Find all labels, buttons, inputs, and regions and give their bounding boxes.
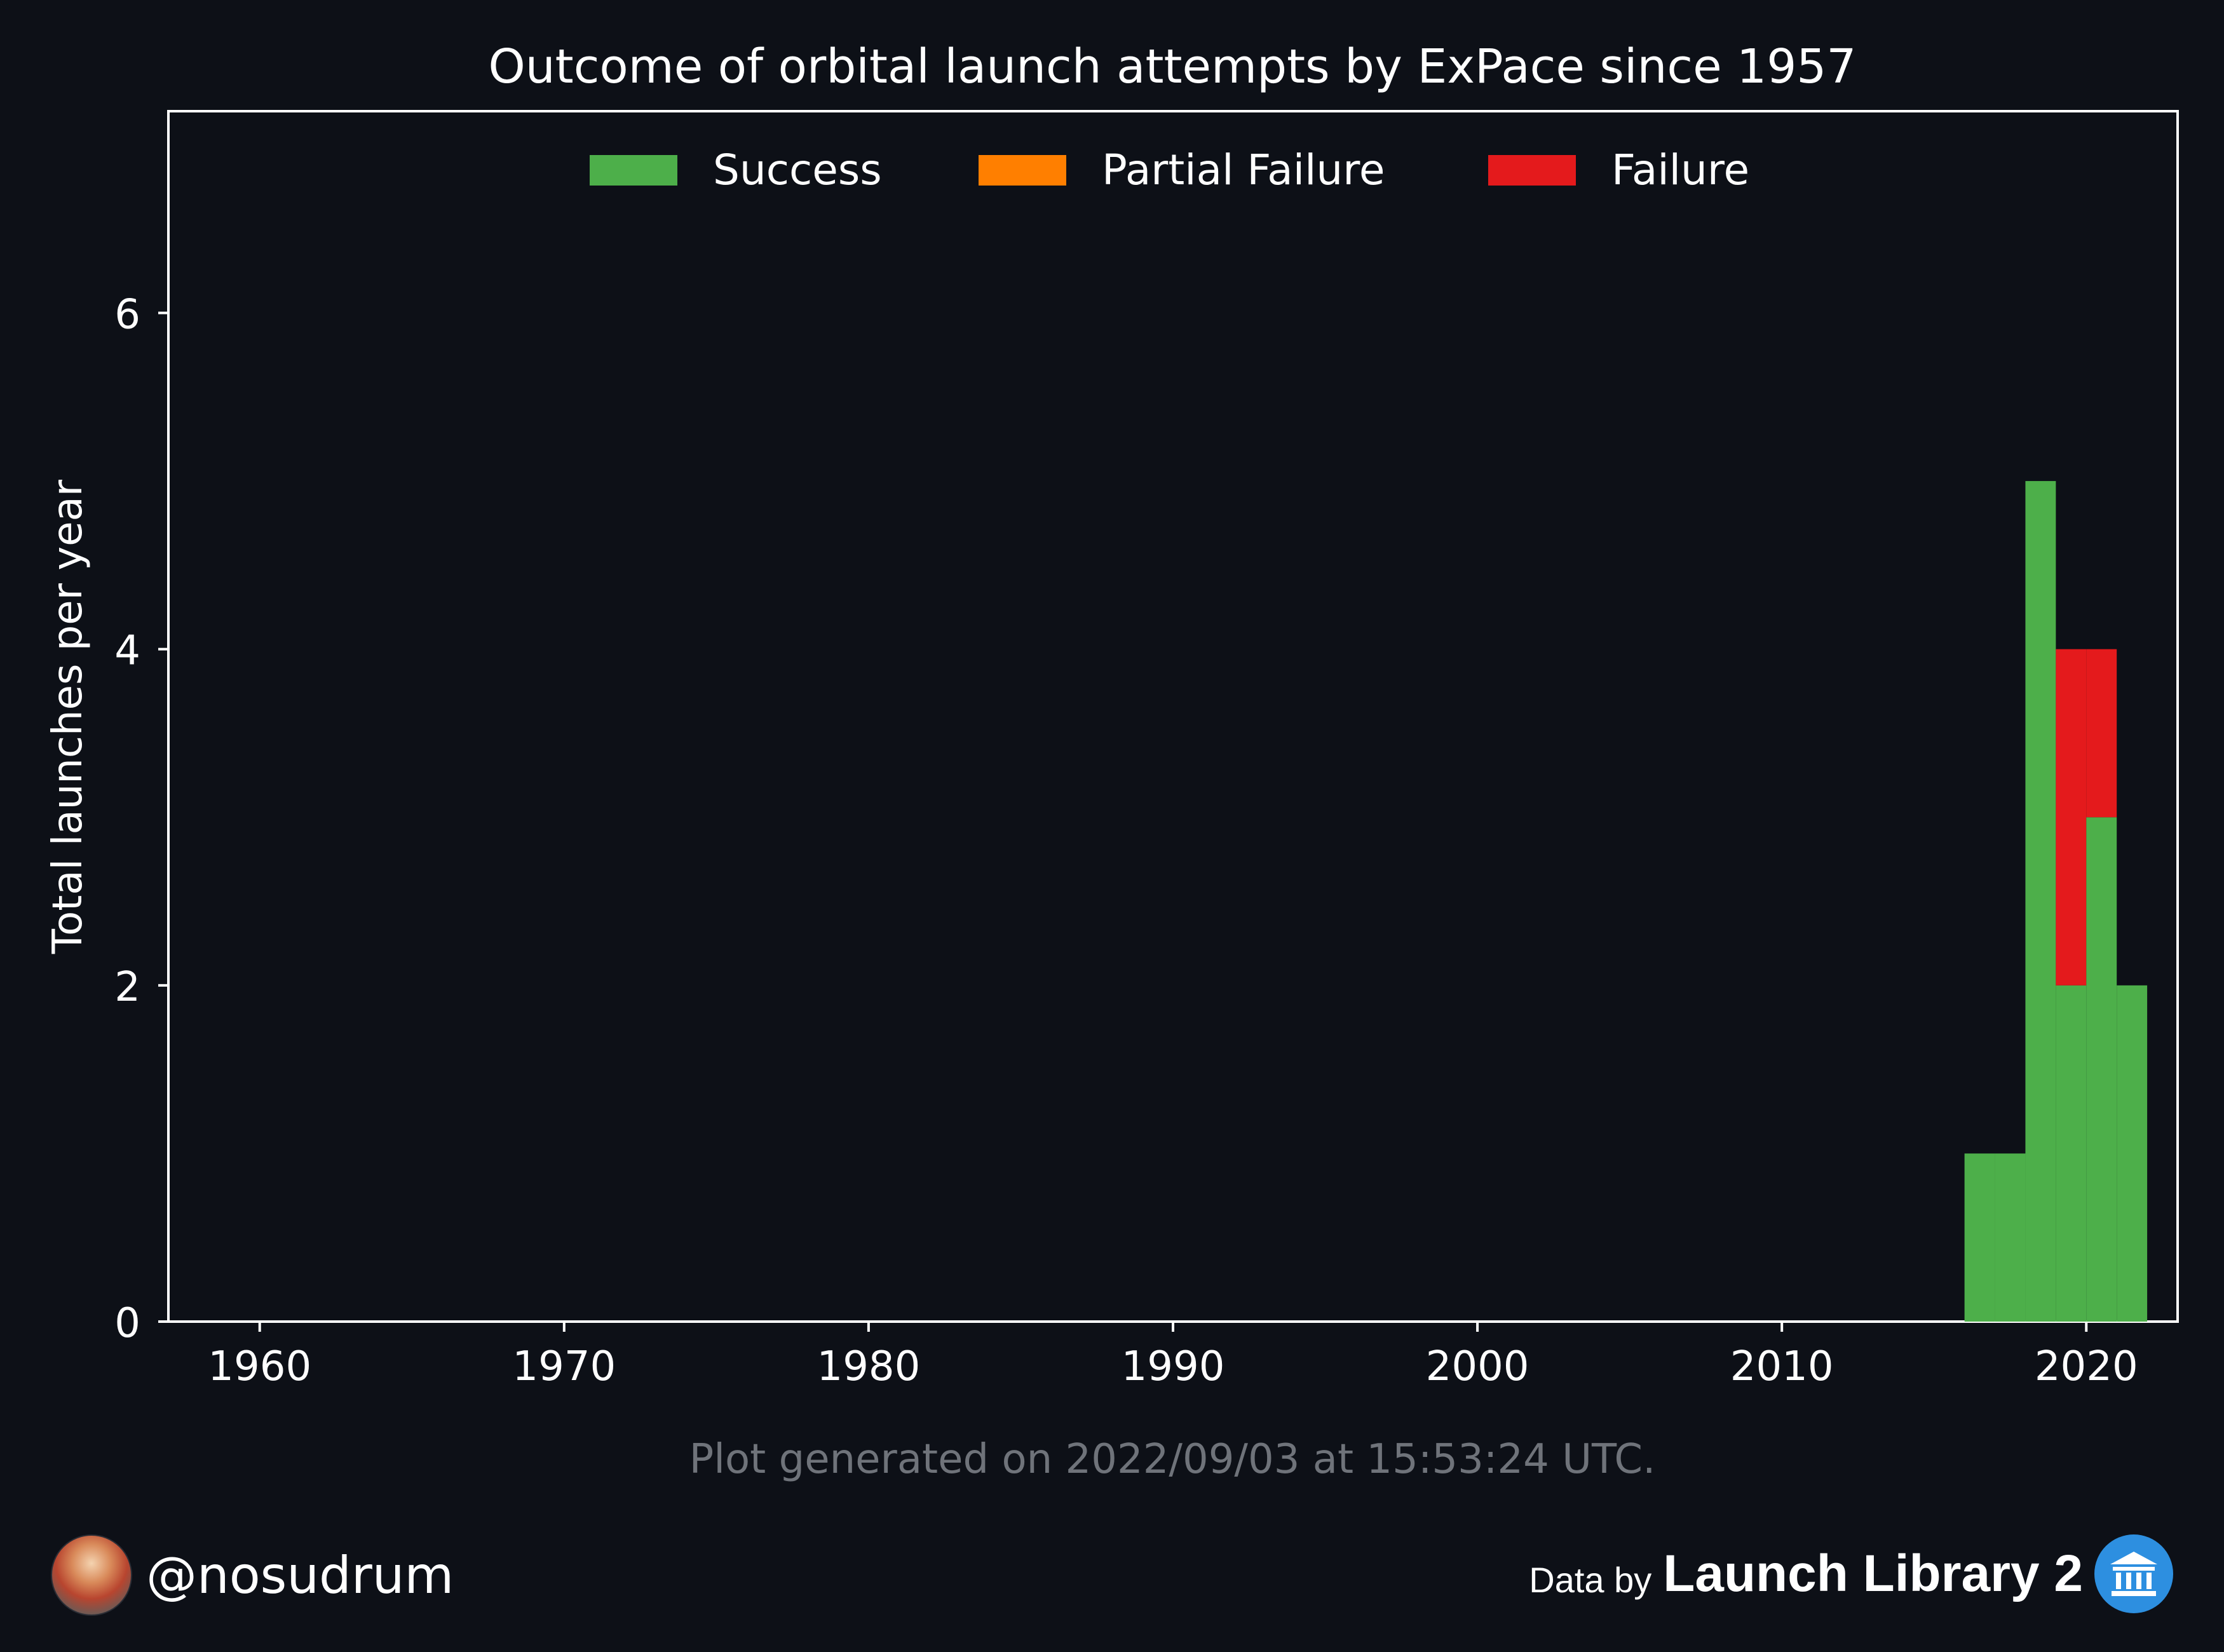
data-source-credit: Data by Launch Library 2 [1529, 1534, 2173, 1613]
chart-title: Outcome of orbital launch attempts by Ex… [489, 39, 1857, 94]
author-credit: @nosudrum [51, 1534, 454, 1616]
x-tick-label: 1980 [817, 1343, 920, 1390]
legend-label: Success [713, 146, 882, 194]
generated-timestamp: Plot generated on 2022/09/03 at 15:53:24… [689, 1436, 1656, 1483]
y-tick-label: 0 [114, 1300, 140, 1347]
bar-failure-2021 [2086, 649, 2117, 818]
launch-library-name[interactable]: Launch Library 2 [1663, 1545, 2083, 1602]
plot-area [167, 110, 2179, 1323]
y-axis-label: Total launches per year [44, 479, 92, 954]
x-tick-label: 1990 [1122, 1343, 1225, 1390]
y-tick-label: 6 [114, 292, 140, 339]
bank-building-icon [2094, 1534, 2173, 1613]
bars-layer [1964, 481, 2148, 1322]
y-tick-label: 2 [114, 964, 140, 1011]
legend: Success Partial Failure Failure [590, 146, 1749, 194]
legend-swatch-success [590, 155, 677, 186]
data-by-label: Data by [1529, 1559, 1652, 1600]
bar-success-2019 [2025, 481, 2056, 1322]
x-tick-label: 1960 [208, 1343, 311, 1390]
bar-success-2017 [1964, 1153, 1995, 1322]
y-tick-label: 4 [114, 628, 140, 675]
x-tick-label: 2010 [1730, 1343, 1834, 1390]
legend-swatch-partial-failure [979, 155, 1066, 186]
astronaut-avatar-icon [51, 1534, 132, 1616]
legend-swatch-failure [1488, 155, 1576, 186]
x-tick-label: 2020 [2035, 1343, 2138, 1390]
axes-layer: 1960 1970 1980 1990 2000 2010 2020 0 2 4 6 [114, 292, 2138, 1391]
bar-failure-2020 [2056, 649, 2087, 985]
x-tick-label: 2000 [1426, 1343, 1529, 1390]
author-handle[interactable]: @nosudrum [146, 1545, 454, 1605]
legend-label: Failure [1611, 146, 1749, 194]
bar-success-2018 [1995, 1153, 2026, 1322]
legend-label: Partial Failure [1102, 146, 1385, 194]
bar-success-2022 [2117, 985, 2148, 1322]
bar-success-2020 [2056, 985, 2087, 1322]
bar-success-2021 [2086, 817, 2117, 1322]
x-tick-label: 1970 [512, 1343, 616, 1390]
